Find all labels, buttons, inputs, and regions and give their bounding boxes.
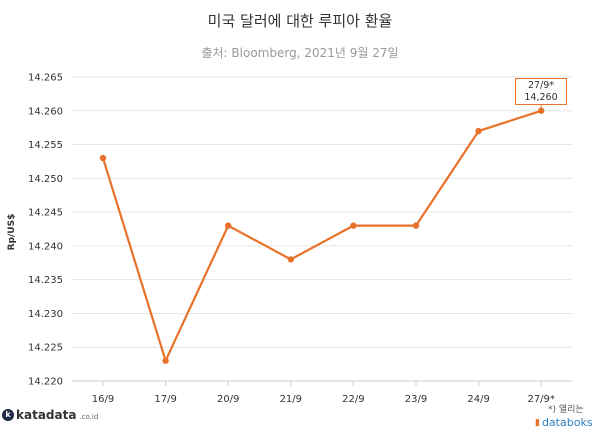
y-tick-label: 14.260 [28, 106, 63, 117]
x-tick-label: 23/9 [405, 394, 427, 405]
databoks-name: databoks [541, 416, 593, 429]
bar-chart-icon: ▮ [535, 417, 540, 428]
x-tick-label: 17/9 [154, 394, 176, 405]
chart-title: 미국 달러에 대한 루피아 환율 [207, 12, 393, 30]
series-line [101, 105, 542, 364]
data-point[interactable] [475, 127, 482, 135]
y-tick-label: 14.240 [28, 241, 63, 252]
y-axis-label: Rp/US$ [7, 214, 17, 251]
katadata-logo-icon: k [2, 409, 14, 421]
katadata-logo[interactable]: k katadata .co.id [2, 408, 98, 422]
footnote: *) 열리는 [548, 405, 584, 415]
x-tick-label: 24/9 [467, 394, 489, 405]
grid-lines [72, 76, 572, 382]
y-tick-label: 14.235 [28, 275, 63, 286]
y-tick-label: 14.230 [28, 309, 63, 320]
last-value-callout: 27/9* 14,260 [515, 78, 567, 105]
x-tick-label: 20/9 [217, 394, 239, 405]
axes: 14.220 14.225 14.230 14.235 14.240 14.245 14.2… [28, 73, 572, 405]
y-tick-label: 14.250 [28, 174, 63, 185]
data-point[interactable] [99, 154, 107, 162]
data-point[interactable] [225, 222, 232, 229]
callout-value: 14,260 [524, 92, 558, 103]
data-point[interactable] [162, 357, 169, 364]
data-point[interactable] [287, 256, 294, 263]
chart-subtitle: 출처: Bloomberg, 2021년 9월 27일 [201, 46, 399, 60]
x-tick-label: 27/9* [527, 394, 554, 405]
databoks-logo[interactable]: ▮ databoks [535, 416, 593, 429]
brand-suffix: .co.id [79, 412, 99, 421]
brand-name: katadata [16, 408, 77, 422]
y-tick-label: 14.225 [28, 343, 63, 354]
x-tick-label: 22/9 [342, 394, 364, 405]
data-point[interactable] [350, 222, 357, 229]
x-tick-label: 21/9 [280, 394, 302, 405]
y-tick-label: 14.220 [28, 377, 63, 388]
series-polyline [101, 109, 542, 364]
data-points [99, 107, 545, 364]
x-tick-label: 16/9 [92, 394, 114, 405]
data-point[interactable] [412, 222, 420, 229]
y-tick-label: 14.265 [28, 73, 63, 84]
y-tick-label: 14.245 [28, 208, 63, 219]
data-point[interactable] [538, 107, 545, 114]
callout-date: 27/9* [527, 80, 555, 91]
y-tick-label: 14.255 [28, 140, 63, 151]
